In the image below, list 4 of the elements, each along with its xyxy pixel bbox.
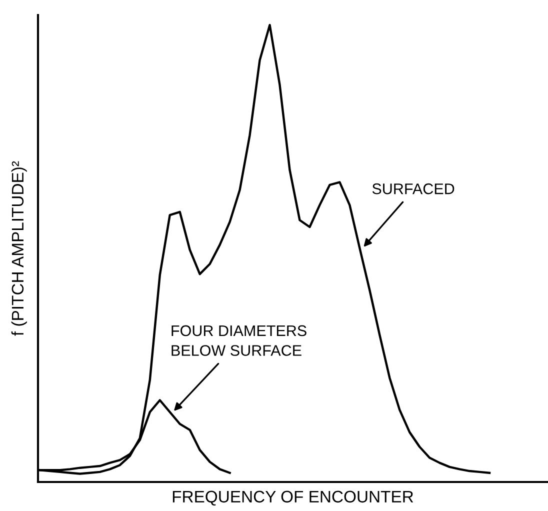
text: FOUR DIAMETERS BELOW SURFACE — [172, 325, 306, 356]
series-label: SURFACED — [372, 183, 454, 194]
x-axis-title: FREQUENCY OF ENCOUNTER — [172, 490, 414, 506]
y-axis-title: f (PITCH AMPLITUDE)² — [11, 161, 27, 336]
